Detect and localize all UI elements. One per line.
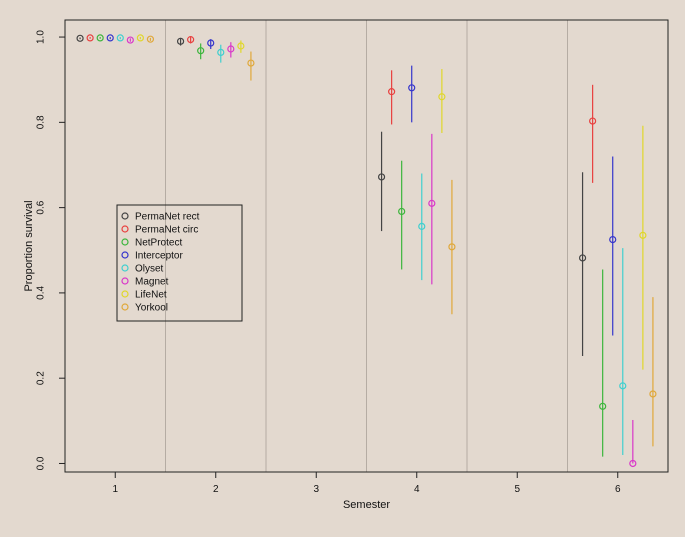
legend-label: Olyset [135, 264, 164, 275]
data-point [86, 34, 94, 42]
data-point [237, 42, 245, 50]
series-yorkool [146, 35, 657, 447]
legend-label: Yorkool [135, 303, 168, 314]
data-point [247, 59, 255, 67]
data-point [76, 34, 84, 42]
series-permanet-circ [86, 34, 597, 183]
data-point [388, 88, 396, 96]
plot-frame [64, 19, 669, 473]
data-point [599, 402, 607, 410]
data-point [589, 117, 597, 125]
legend-marker [121, 212, 129, 220]
y-axis: 0.0 0.2 0.4 0.6 0.8 1.0 [36, 30, 65, 470]
data-point [438, 93, 446, 101]
data-point [227, 45, 235, 53]
data-point [197, 47, 205, 55]
data-point [96, 34, 104, 42]
legend-marker [121, 277, 129, 285]
data-point [377, 173, 386, 181]
data-point [187, 36, 195, 44]
data-point [448, 243, 456, 251]
legend-marker [121, 251, 129, 259]
series-netprotect [96, 34, 607, 457]
legend-label: LifeNet [135, 290, 167, 301]
x-tick-label: 3 [313, 484, 319, 495]
semester-separators [165, 20, 568, 472]
data-point [619, 382, 627, 390]
data-point [578, 254, 587, 262]
data-point [418, 222, 426, 230]
data-point [609, 236, 617, 244]
x-tick-label: 2 [213, 484, 219, 495]
data-marks [76, 34, 657, 468]
data-point [207, 39, 215, 47]
series-olyset [116, 34, 627, 455]
data-point [176, 37, 185, 45]
legend: PermaNet rect PermaNet circ NetProtect Inte… [116, 204, 243, 322]
data-point [136, 34, 144, 42]
data-point [428, 199, 436, 207]
series-permanet-rect [76, 34, 587, 357]
data-point [639, 231, 647, 239]
legend-label: PermaNet rect [135, 212, 200, 223]
x-axis-label: Semester [343, 499, 390, 511]
legend-label: Magnet [135, 277, 169, 288]
data-point [146, 35, 155, 43]
data-point [217, 48, 225, 57]
y-tick-label: 0.0 [36, 456, 47, 470]
legend-marker [121, 290, 129, 298]
series-magnet [126, 36, 637, 468]
data-point [106, 34, 114, 42]
y-tick-label: 0.4 [36, 286, 47, 300]
legend-box [116, 204, 243, 322]
data-point [126, 36, 134, 44]
x-tick-label: 6 [615, 484, 621, 495]
legend-label: NetProtect [135, 238, 182, 249]
data-point [398, 207, 406, 216]
y-tick-label: 0.2 [36, 371, 47, 385]
data-point [408, 84, 416, 92]
y-axis-label: Proportion survival [23, 200, 35, 291]
series-lifenet [136, 34, 647, 370]
y-tick-label: 1.0 [36, 30, 47, 44]
series-interceptor [106, 34, 617, 336]
y-tick-label: 0.6 [36, 200, 47, 214]
legend-marker [121, 225, 129, 233]
y-tick-label: 0.8 [36, 115, 47, 129]
legend-label: PermaNet circ [135, 225, 198, 236]
x-tick-label: 5 [514, 484, 520, 495]
x-tick-label: 1 [112, 484, 118, 495]
legend-marker [121, 238, 129, 246]
legend-marker [121, 303, 129, 311]
data-point [116, 34, 124, 42]
legend-marker [121, 264, 129, 272]
legend-label: Interceptor [135, 251, 183, 262]
data-point [629, 459, 637, 468]
x-axis: 1 2 3 4 5 6 [112, 472, 621, 495]
data-point [649, 390, 657, 398]
x-tick-label: 4 [414, 484, 420, 495]
